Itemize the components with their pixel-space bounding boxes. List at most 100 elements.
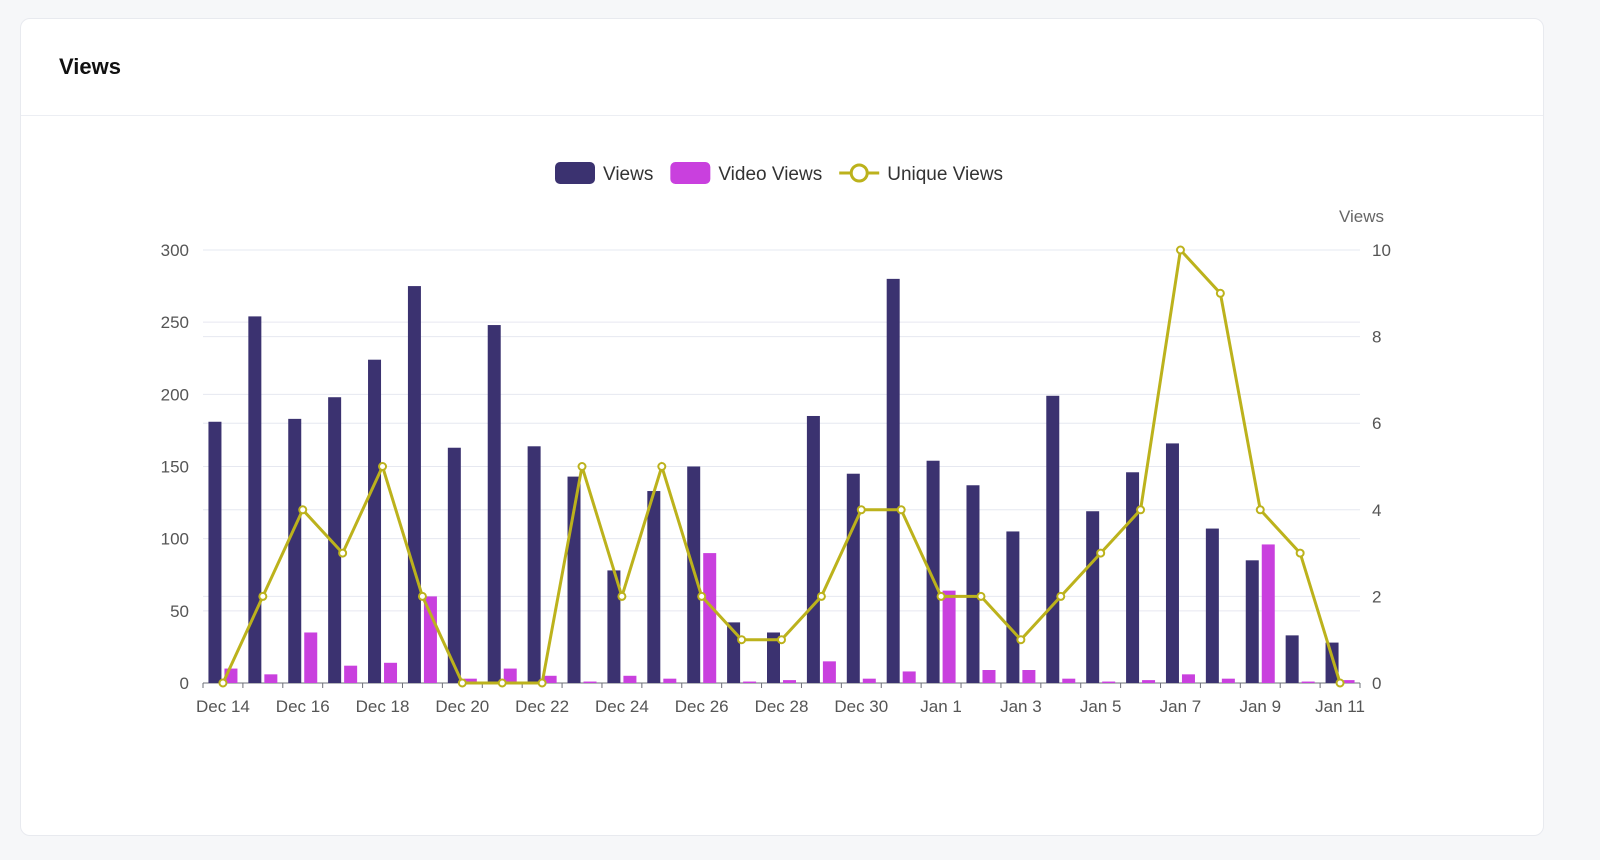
bar-views: [1325, 642, 1339, 683]
point-unique-views: [577, 462, 587, 471]
point-unique-views: [298, 505, 308, 515]
point-unique-views: [936, 591, 946, 601]
bar-views: [328, 397, 342, 683]
bar-video-views: [304, 632, 318, 683]
bar-video-views: [902, 671, 916, 683]
left-tick-label: 100: [161, 530, 189, 549]
bar-video-views: [384, 662, 398, 683]
point-unique-views: [657, 462, 667, 471]
right-tick-label: 10: [1372, 241, 1391, 260]
right-tick-label: 8: [1372, 328, 1381, 347]
legend-item-unique-views[interactable]: Unique Views: [839, 163, 1003, 185]
bar-video-views: [1062, 678, 1076, 683]
point-unique-views: [1255, 505, 1265, 515]
bar-video-views: [264, 674, 278, 683]
bar-views: [288, 418, 302, 683]
point-unique-views: [378, 462, 388, 471]
legend-label: Video Views: [718, 164, 822, 185]
x-tick-label: Dec 18: [356, 697, 410, 716]
left-tick-label: 250: [161, 313, 189, 332]
bar-views: [1245, 560, 1259, 683]
bar-views: [447, 447, 461, 683]
point-unique-views: [537, 678, 547, 688]
bar-views: [248, 316, 262, 683]
bar-video-views: [344, 665, 358, 683]
point-unique-views: [1136, 505, 1146, 515]
bar-views: [407, 286, 421, 683]
point-unique-views: [417, 591, 427, 601]
legend-item-video-views[interactable]: Video Views: [670, 162, 822, 185]
legend-label: Unique Views: [887, 164, 1003, 185]
legend-item-views[interactable]: Views: [555, 162, 653, 185]
point-unique-views: [697, 591, 707, 601]
point-unique-views: [1096, 548, 1106, 558]
bar-views: [208, 421, 222, 683]
bar-views: [368, 359, 382, 683]
legend-swatch: [555, 162, 595, 184]
bar-video-views: [822, 661, 836, 683]
point-unique-views: [338, 548, 348, 558]
bar-video-views: [1341, 680, 1355, 683]
bar-video-views: [862, 678, 876, 683]
x-tick-label: Dec 20: [435, 697, 489, 716]
bar-views: [767, 632, 780, 683]
bar-views: [727, 622, 741, 683]
point-unique-views: [777, 635, 786, 645]
left-tick-label: 0: [180, 674, 189, 693]
point-unique-views: [218, 678, 228, 688]
x-tick-label: Jan 3: [1000, 697, 1042, 716]
point-unique-views: [737, 635, 747, 645]
point-unique-views: [1056, 591, 1066, 601]
bar-views: [1086, 511, 1100, 683]
point-unique-views: [896, 505, 906, 515]
left-tick-label: 200: [161, 385, 189, 404]
left-tick-label: 150: [161, 458, 189, 477]
x-tick-label: Jan 11: [1315, 697, 1365, 716]
x-tick-label: Dec 26: [675, 697, 729, 716]
x-tick-label: Dec 24: [595, 697, 649, 716]
legend-swatch: [670, 162, 711, 184]
bar-video-views: [1102, 681, 1116, 683]
card-title: Views: [59, 54, 121, 79]
views-card: Views: [20, 18, 1544, 836]
bar-views: [1126, 472, 1140, 683]
bar-views: [806, 415, 820, 683]
point-unique-views: [258, 591, 268, 601]
bar-video-views: [1142, 680, 1156, 683]
bar-views: [1205, 528, 1219, 683]
bar-video-views: [663, 678, 677, 683]
bar-views: [926, 460, 940, 683]
right-tick-label: 0: [1372, 674, 1381, 693]
left-tick-label: 50: [170, 602, 189, 621]
x-tick-label: Dec 28: [755, 697, 809, 716]
point-unique-views: [457, 678, 467, 688]
point-unique-views: [976, 591, 986, 601]
right-tick-label: 2: [1372, 587, 1381, 606]
bar-views: [487, 325, 501, 683]
x-tick-label: Jan 7: [1160, 697, 1202, 716]
x-tick-label: Dec 22: [515, 697, 569, 716]
x-tick-label: Jan 9: [1239, 697, 1281, 716]
point-unique-views: [1335, 678, 1345, 688]
bar-views: [607, 570, 621, 683]
x-tick-label: Dec 16: [276, 697, 330, 716]
bar-video-views: [423, 596, 437, 683]
bar-video-views: [1221, 678, 1235, 683]
bar-views: [647, 491, 661, 683]
x-tick-label: Dec 30: [834, 697, 888, 716]
point-unique-views: [1215, 288, 1225, 298]
bar-video-views: [942, 590, 956, 683]
point-unique-views: [1016, 635, 1026, 645]
bar-video-views: [1261, 544, 1275, 683]
x-tick-label: Jan 5: [1080, 697, 1122, 716]
bar-video-views: [1181, 674, 1195, 683]
right-tick-label: 4: [1372, 501, 1381, 520]
bar-views: [1165, 443, 1179, 683]
bar-video-views: [543, 675, 557, 683]
x-tick-label: Jan 1: [920, 697, 962, 716]
point-unique-views: [497, 678, 507, 688]
bar-views: [527, 446, 541, 683]
bar-video-views: [583, 681, 597, 683]
point-unique-views: [1295, 548, 1305, 558]
